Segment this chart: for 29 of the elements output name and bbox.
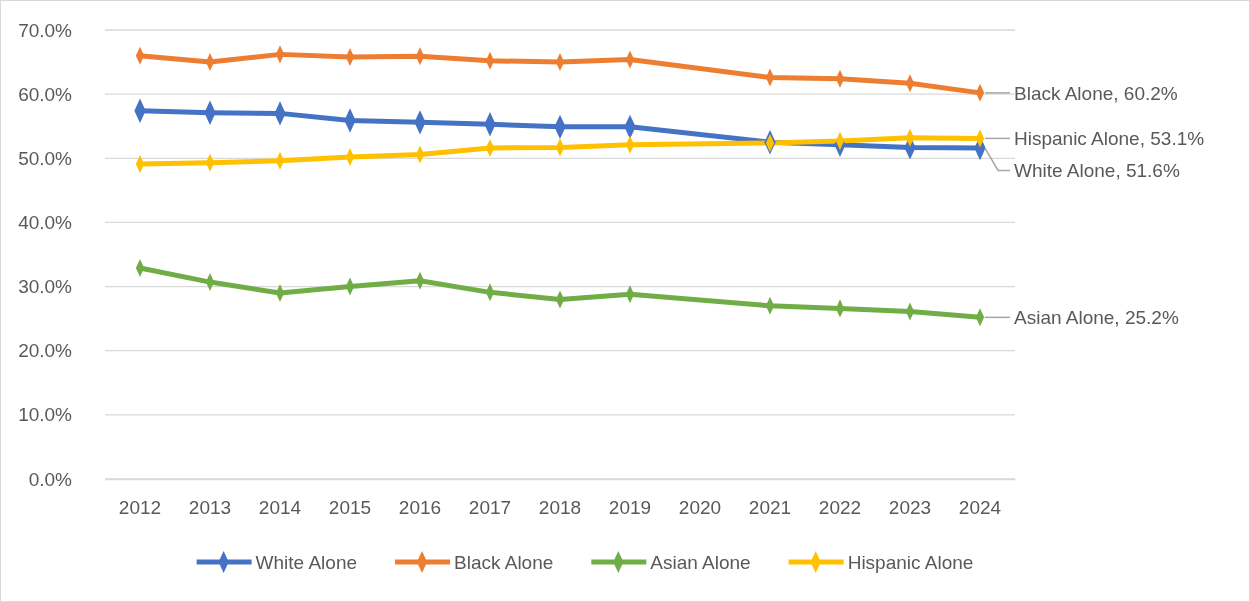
legend-label: Asian Alone bbox=[650, 551, 751, 573]
x-tick-label: 2013 bbox=[188, 497, 232, 519]
y-tick-label: 60.0% bbox=[18, 83, 73, 105]
x-tick-label: 2024 bbox=[958, 497, 1002, 519]
x-tick-label: 2014 bbox=[258, 497, 302, 519]
x-tick-label: 2019 bbox=[608, 497, 652, 519]
x-tick-label: 2023 bbox=[888, 497, 932, 519]
y-tick-label: 0.0% bbox=[28, 468, 73, 490]
x-tick-label: 2022 bbox=[818, 497, 862, 519]
x-tick-label: 2017 bbox=[468, 497, 512, 519]
x-tick-label: 2012 bbox=[118, 497, 162, 519]
y-tick-label: 70.0% bbox=[18, 19, 73, 41]
x-tick-label: 2015 bbox=[328, 497, 372, 519]
legend-label: White Alone bbox=[255, 551, 358, 573]
y-tick-label: 50.0% bbox=[18, 147, 73, 169]
data-label: White Alone, 51.6% bbox=[1014, 160, 1180, 182]
y-tick-label: 20.0% bbox=[18, 340, 73, 362]
x-tick-label: 2021 bbox=[748, 497, 792, 519]
data-label: Asian Alone, 25.2% bbox=[1014, 307, 1179, 329]
x-tick-label: 2018 bbox=[538, 497, 582, 519]
y-tick-label: 10.0% bbox=[18, 404, 73, 426]
data-label: Hispanic Alone, 53.1% bbox=[1014, 128, 1205, 150]
y-tick-label: 40.0% bbox=[18, 212, 73, 234]
legend-label: Black Alone bbox=[454, 551, 554, 573]
x-tick-label: 2020 bbox=[678, 497, 722, 519]
legend-label: Hispanic Alone bbox=[847, 551, 974, 573]
data-label: Black Alone, 60.2% bbox=[1014, 82, 1178, 104]
y-tick-label: 30.0% bbox=[18, 276, 73, 298]
x-tick-label: 2016 bbox=[398, 497, 442, 519]
